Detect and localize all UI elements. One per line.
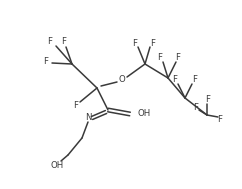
Text: F: F <box>175 53 181 63</box>
Text: F: F <box>47 37 53 46</box>
Text: F: F <box>173 75 177 84</box>
Text: F: F <box>151 39 156 47</box>
Text: N: N <box>85 114 91 122</box>
Text: F: F <box>194 104 198 112</box>
Text: F: F <box>133 39 137 47</box>
Text: F: F <box>205 95 211 105</box>
Text: OH: OH <box>50 161 64 170</box>
Text: F: F <box>74 101 78 109</box>
Text: F: F <box>192 75 197 84</box>
Text: F: F <box>218 115 222 125</box>
Text: F: F <box>61 37 67 46</box>
Text: F: F <box>44 57 48 67</box>
Text: F: F <box>158 53 162 63</box>
Text: OH: OH <box>138 108 151 118</box>
Text: O: O <box>119 75 125 84</box>
